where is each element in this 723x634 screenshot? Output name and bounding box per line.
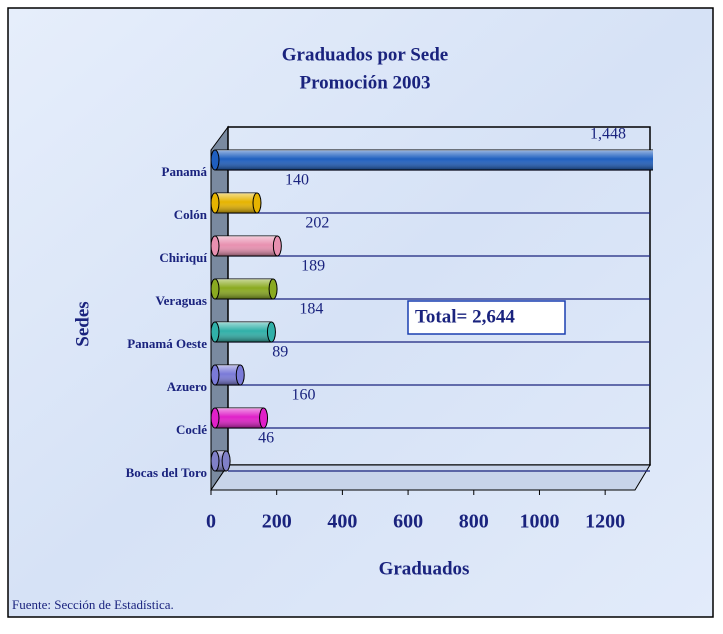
x-tick-label: 400 — [327, 511, 357, 533]
bar-shading — [215, 150, 653, 170]
bar-cap — [210, 407, 220, 429]
bar-cap — [210, 278, 220, 300]
bar-cap — [210, 450, 220, 472]
value-label: 89 — [272, 344, 288, 361]
bar-shading — [215, 365, 241, 385]
value-label: 189 — [301, 258, 325, 275]
bar-cap — [210, 321, 220, 343]
x-tick-label: 1200 — [585, 511, 625, 533]
bar-cap — [221, 450, 231, 472]
y-tick-label: Panamá Oeste — [127, 336, 207, 351]
x-axis-label: Graduados — [379, 558, 470, 579]
bar-cap — [259, 407, 269, 429]
value-label: 160 — [292, 387, 316, 404]
chart-subtitle: Promoción 2003 — [299, 72, 430, 93]
chart-title: Graduados por Sede — [282, 44, 448, 65]
bar-cap — [252, 192, 262, 214]
x-tick-label: 1000 — [519, 511, 559, 533]
value-label: 46 — [258, 430, 274, 447]
y-tick-label: Azuero — [167, 379, 207, 394]
bar-cap — [210, 192, 220, 214]
frame — [7, 7, 714, 618]
side-wall — [210, 125, 229, 492]
y-tick-label: Colón — [174, 207, 208, 222]
bar-shading — [215, 451, 227, 471]
bar-shading — [215, 236, 278, 256]
value-label: 1,448 — [590, 126, 626, 143]
y-tick-label: Panamá — [162, 164, 208, 179]
y-tick-label: Bocas del Toro — [126, 465, 207, 480]
x-tick-label: 200 — [262, 511, 292, 533]
x-tick-label: 600 — [393, 511, 423, 533]
bar-shading — [215, 408, 264, 428]
floor — [210, 464, 651, 491]
y-tick-label: Veraguas — [155, 293, 207, 308]
bar-cap — [235, 364, 245, 386]
bar-cap — [210, 149, 220, 171]
y-tick-label: Coclé — [176, 422, 207, 437]
y-axis-label: Sedes — [72, 301, 93, 346]
bar-shading — [215, 322, 272, 342]
plot — [210, 149, 653, 472]
bar-shading — [215, 193, 257, 213]
value-label: 140 — [285, 172, 309, 189]
bar-shading — [215, 279, 274, 299]
source-note: Fuente: Sección de Estadística. — [12, 597, 174, 612]
bar-cap — [268, 278, 278, 300]
value-label: 184 — [299, 301, 323, 318]
x-tick-label: 0 — [206, 511, 216, 533]
bar-cap — [272, 235, 282, 257]
total-box — [407, 300, 566, 335]
bar-cap — [266, 321, 276, 343]
y-tick-label: Chiriquí — [159, 250, 207, 265]
bar-cap — [210, 364, 220, 386]
value-label: 202 — [305, 215, 329, 232]
x-tick-label: 800 — [459, 511, 489, 533]
total-annotation: Total= 2,644 — [415, 306, 515, 327]
bar-cap — [210, 235, 220, 257]
